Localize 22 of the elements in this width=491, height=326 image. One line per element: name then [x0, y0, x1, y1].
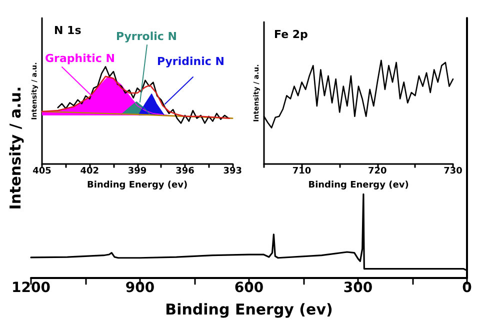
x-tick-label: 405 — [32, 166, 52, 177]
y-axis-title: Intensity / a.u. — [6, 86, 24, 210]
x-tick-label: 720 — [368, 166, 387, 177]
text: Pyrrolic N — [116, 30, 177, 43]
x-tick-label: 900 — [125, 280, 155, 296]
text: Pyridinic N — [157, 55, 224, 68]
x-axis-title: Binding Energy (ev) — [308, 180, 409, 190]
x-tick-label: 710 — [292, 166, 312, 177]
x-tick-label: 393 — [223, 166, 242, 177]
x-tick-label: 0 — [462, 280, 472, 296]
x-tick-label: 600 — [234, 280, 264, 296]
chart-title: N 1s — [54, 24, 82, 37]
x-tick-label: 730 — [444, 166, 462, 177]
x-tick-label: 1200 — [12, 280, 51, 296]
x-axis-title: Binding Energy (ev) — [87, 180, 188, 190]
chart-title: Fe 2p — [274, 28, 308, 41]
x-tick-label: 399 — [128, 166, 147, 177]
x-tick-label: 396 — [176, 166, 194, 177]
x-axis-title: Binding Energy (ev) — [165, 300, 333, 318]
x-tick-label: 402 — [80, 166, 100, 177]
x-tick-label: 300 — [343, 280, 373, 296]
series-label: Graphitic N — [45, 52, 115, 65]
